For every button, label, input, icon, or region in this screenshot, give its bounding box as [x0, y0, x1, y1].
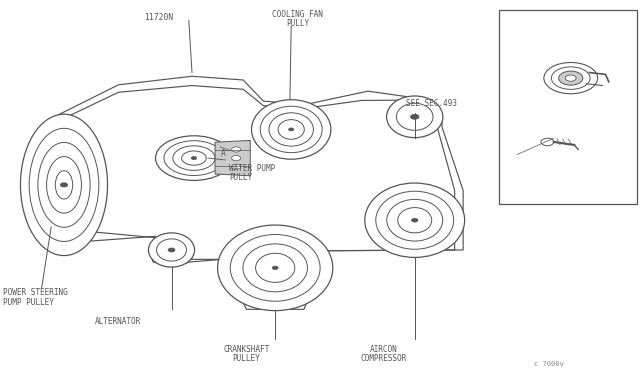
- Ellipse shape: [29, 128, 99, 241]
- Ellipse shape: [269, 113, 314, 146]
- Ellipse shape: [55, 171, 73, 199]
- Ellipse shape: [252, 100, 331, 159]
- Circle shape: [173, 146, 215, 170]
- Circle shape: [541, 138, 554, 146]
- Ellipse shape: [38, 142, 90, 227]
- Circle shape: [552, 67, 590, 89]
- Circle shape: [156, 136, 232, 180]
- Text: COMPRESSOR: COMPRESSOR: [361, 354, 407, 363]
- Ellipse shape: [20, 114, 108, 256]
- Ellipse shape: [387, 199, 443, 241]
- Text: A: A: [221, 149, 226, 158]
- Circle shape: [412, 218, 418, 222]
- Text: 11720N: 11720N: [144, 13, 173, 22]
- Bar: [499, 10, 637, 204]
- Text: A: A: [502, 13, 508, 22]
- Text: SEE SEC.493: SEE SEC.493: [406, 99, 457, 108]
- Circle shape: [232, 147, 241, 152]
- Circle shape: [544, 62, 598, 94]
- Circle shape: [191, 157, 196, 160]
- Ellipse shape: [148, 233, 195, 267]
- Circle shape: [565, 75, 576, 81]
- Ellipse shape: [255, 253, 295, 282]
- Ellipse shape: [278, 120, 304, 139]
- Text: c 7000v: c 7000v: [534, 361, 564, 367]
- Circle shape: [182, 151, 206, 165]
- Text: Ⓑ 081B8-8251A: Ⓑ 081B8-8251A: [502, 152, 559, 158]
- Text: WATER PUMP: WATER PUMP: [229, 164, 275, 173]
- Text: PUMP PULLEY: PUMP PULLEY: [3, 298, 54, 307]
- Text: PULLY: PULLY: [229, 173, 252, 182]
- Circle shape: [272, 266, 278, 270]
- Ellipse shape: [47, 157, 81, 213]
- Ellipse shape: [243, 244, 307, 292]
- Text: ALTERNATOR: ALTERNATOR: [95, 317, 141, 326]
- Circle shape: [60, 183, 68, 187]
- Text: PULLY: PULLY: [286, 19, 309, 28]
- Polygon shape: [215, 141, 250, 176]
- Ellipse shape: [157, 239, 186, 261]
- Circle shape: [232, 155, 241, 161]
- Text: POWER STEERING: POWER STEERING: [3, 288, 68, 297]
- Text: AIRCON: AIRCON: [370, 345, 398, 354]
- Circle shape: [289, 128, 294, 131]
- Text: ( 3 ): ( 3 ): [512, 169, 534, 176]
- Ellipse shape: [397, 208, 432, 233]
- Ellipse shape: [396, 103, 433, 130]
- Ellipse shape: [218, 225, 333, 311]
- Ellipse shape: [230, 234, 320, 301]
- Circle shape: [168, 248, 175, 252]
- Text: COOLING FAN: COOLING FAN: [272, 10, 323, 19]
- Text: PULLEY: PULLEY: [232, 354, 260, 363]
- Text: 11955: 11955: [544, 13, 568, 22]
- Circle shape: [410, 114, 419, 119]
- Circle shape: [232, 164, 241, 169]
- Circle shape: [559, 71, 583, 85]
- Ellipse shape: [387, 96, 443, 138]
- Text: CRANKSHAFT: CRANKSHAFT: [223, 345, 269, 354]
- Circle shape: [164, 141, 224, 176]
- Ellipse shape: [365, 183, 465, 257]
- Ellipse shape: [376, 191, 454, 249]
- Ellipse shape: [260, 106, 322, 153]
